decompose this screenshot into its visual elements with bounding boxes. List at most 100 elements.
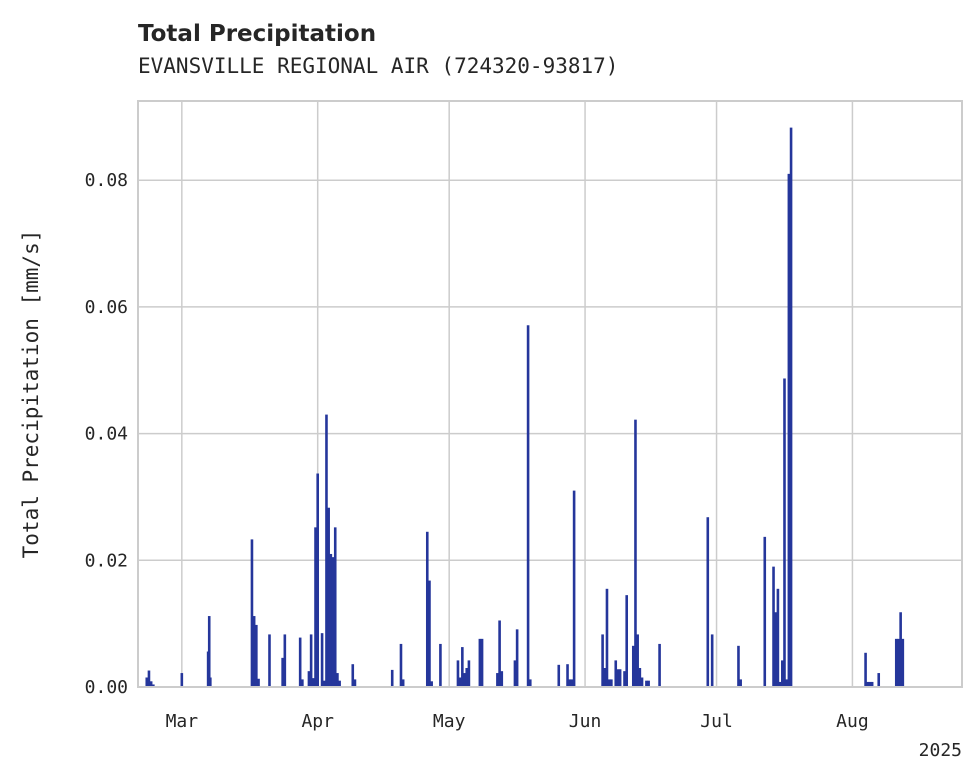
precipitation-bar: [329, 553, 333, 687]
precipitation-bar: [430, 681, 433, 687]
precipitation-bar: [268, 634, 271, 687]
precipitation-bar: [528, 679, 532, 687]
precipitation-bar: [480, 638, 484, 687]
precipitation-bar: [870, 681, 874, 687]
precipitation-bar: [425, 531, 429, 687]
precipitation-bar: [787, 173, 791, 687]
precipitation-bar: [776, 588, 780, 687]
precipitation-bar: [901, 638, 905, 687]
precipitation-bar: [147, 670, 151, 687]
precipitation-bar: [864, 652, 867, 687]
precipitation-bar: [496, 673, 499, 687]
chart-title: Total Precipitation: [138, 21, 376, 47]
x-tick-label: Aug: [836, 711, 869, 732]
precipitation-bar: [301, 679, 304, 687]
x-tick-label: Apr: [301, 711, 334, 732]
precipitation-bar: [868, 681, 872, 687]
precipitation-bar: [631, 645, 635, 687]
precipitation-bar: [618, 669, 622, 687]
precipitation-bar: [638, 667, 642, 687]
y-tick-label: 0.08: [85, 170, 128, 191]
precipitation-bar: [614, 660, 618, 687]
precipitation-bar: [298, 637, 302, 687]
precipitation-bar: [461, 647, 464, 687]
precipitation-bar: [789, 127, 793, 688]
precipitation-bar: [636, 634, 639, 687]
precipitation-bar: [401, 679, 405, 687]
precipitation-bar: [252, 616, 256, 687]
y-tick-label: 0.04: [85, 424, 128, 445]
y-tick-label: 0.00: [85, 677, 128, 698]
precipitation-bar: [149, 681, 153, 687]
x-tick-label: Jun: [569, 711, 602, 732]
y-axis-label: Total Precipitation [mm/s]: [19, 230, 43, 559]
precipitation-bar: [783, 378, 786, 687]
precipitation-bar: [145, 677, 149, 687]
precipitation-bar: [498, 620, 501, 687]
precipitation-bar: [439, 643, 442, 687]
precipitation-bar: [325, 414, 328, 687]
precipitation-bar: [209, 677, 212, 687]
precipitation-bar: [333, 527, 337, 687]
precipitation-bar: [463, 673, 466, 687]
precipitation-bar: [572, 490, 576, 687]
x-year-label: 2025: [919, 740, 962, 761]
precipitation-bar: [281, 657, 284, 687]
precipitation-bar: [763, 536, 767, 687]
precipitation-bar: [314, 527, 317, 687]
precipitation-bar: [897, 638, 900, 687]
precipitation-bar: [557, 664, 561, 687]
precipitation-bar: [255, 624, 258, 687]
precipitation-bar: [500, 671, 504, 687]
precipitation-bar: [566, 664, 569, 687]
precipitation-bar: [322, 680, 326, 687]
precipitation-bar: [623, 671, 626, 687]
precipitation-bar: [706, 517, 710, 687]
precipitation-bar: [327, 507, 330, 687]
precipitation-bar: [634, 419, 637, 687]
precipitation-bar: [331, 557, 335, 687]
precipitation-bar: [780, 660, 784, 687]
precipitation-bar: [772, 566, 775, 687]
y-tick-labels: 0.00 0.02 0.04 0.06 0.08: [85, 170, 128, 698]
precipitation-bar: [312, 678, 315, 687]
precipitation-bar: [658, 643, 661, 687]
y-tick-label: 0.06: [85, 297, 128, 318]
precipitation-bar: [465, 667, 469, 687]
precipitation-bar: [568, 679, 572, 687]
precipitation-bar: [309, 634, 313, 687]
precipitation-bar: [774, 612, 778, 687]
precipitation-bar: [513, 660, 517, 687]
precipitation-bar: [625, 595, 629, 687]
precipitation-bar: [250, 539, 254, 687]
precipitation-bar: [570, 679, 574, 687]
precipitation-bar: [737, 645, 740, 687]
precipitation-bar: [257, 678, 260, 687]
x-tick-label: May: [433, 711, 466, 732]
precipitation-bar: [778, 681, 782, 687]
precipitation-bar: [605, 588, 609, 687]
precipitation-bar: [458, 677, 462, 687]
precipitation-bar: [390, 669, 394, 687]
chart-subtitle: EVANSVILLE REGIONAL AIR (724320-93817): [138, 54, 618, 78]
precipitation-bar: [180, 673, 184, 687]
bars: [145, 127, 905, 688]
precipitation-bar: [338, 680, 341, 687]
precipitation-bar: [866, 681, 870, 687]
precipitation-bar: [601, 634, 604, 687]
precipitation-bar: [428, 580, 431, 687]
precipitation-bar: [316, 473, 320, 687]
precipitation-bar: [283, 634, 287, 687]
precipitation-bar: [207, 616, 211, 687]
precipitation-bar: [785, 679, 788, 687]
precipitation-bar: [877, 673, 881, 687]
precipitation-bar: [515, 629, 519, 687]
precipitation-bar: [307, 671, 311, 687]
precipitation-bar: [610, 679, 613, 687]
precipitation-bar: [399, 643, 403, 687]
precipitation-bar: [336, 673, 339, 687]
precipitation-bar: [739, 679, 742, 687]
precipitation-bar: [152, 684, 155, 687]
precipitation-bar: [320, 633, 324, 687]
